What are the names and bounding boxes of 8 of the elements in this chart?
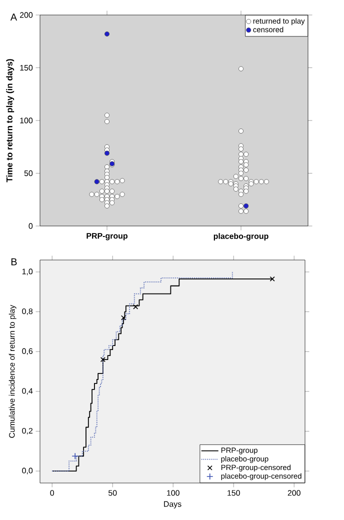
y-axis-title: Time to return to play (in days) xyxy=(6,59,14,182)
point xyxy=(72,452,78,460)
point xyxy=(120,315,126,320)
text: B xyxy=(11,258,17,266)
text: A xyxy=(10,14,18,20)
point xyxy=(133,304,138,310)
point xyxy=(100,357,106,362)
point xyxy=(270,276,275,282)
